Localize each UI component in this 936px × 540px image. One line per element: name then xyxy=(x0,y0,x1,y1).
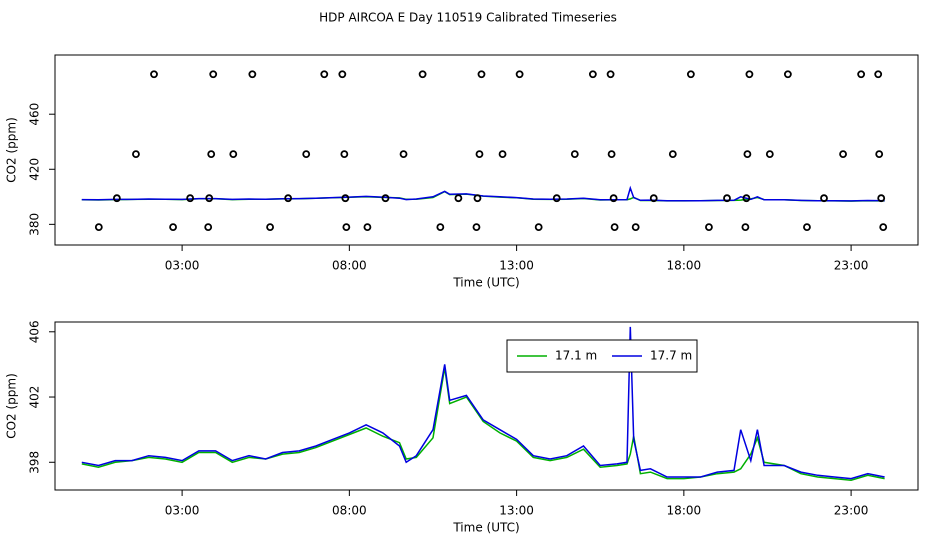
calibration-point xyxy=(606,70,615,79)
calibration-point xyxy=(205,194,214,203)
calibration-point xyxy=(742,194,751,203)
calibration-point xyxy=(320,70,329,79)
calibration-point xyxy=(302,150,311,159)
x-tick-label: 08:00 xyxy=(332,259,367,273)
calibration-point xyxy=(588,70,597,79)
calibration-point xyxy=(186,194,195,203)
calibration-point xyxy=(209,70,218,79)
calibration-point xyxy=(204,223,213,232)
calibration-point xyxy=(248,70,257,79)
x-tick-label: 23:00 xyxy=(834,504,869,518)
y-tick-label: 420 xyxy=(28,158,42,181)
calibration-point xyxy=(515,70,524,79)
y-tick-label: 398 xyxy=(28,451,42,474)
calibration-point xyxy=(765,150,774,159)
calibration-point xyxy=(94,223,103,232)
calibration-point xyxy=(381,194,390,203)
calibration-point xyxy=(874,70,883,79)
calibration-point xyxy=(363,223,372,232)
calibration-point xyxy=(783,70,792,79)
calibration-point xyxy=(723,194,731,203)
calibration-point xyxy=(475,150,484,159)
calibration-point xyxy=(570,150,579,159)
x-tick-label: 13:00 xyxy=(499,259,534,273)
calibration-point xyxy=(631,223,640,232)
calibration-point xyxy=(477,70,486,79)
x-tick-label: 13:00 xyxy=(499,504,534,518)
calibration-point xyxy=(743,150,752,159)
y-tick-label: 460 xyxy=(28,103,42,126)
x-tick-label: 08:00 xyxy=(332,504,367,518)
y-tick-label: 380 xyxy=(28,213,42,236)
calibration-point xyxy=(150,70,158,79)
calibration-point xyxy=(686,70,695,79)
calibration-point xyxy=(284,194,293,203)
calibration-point xyxy=(454,194,463,203)
calibration-point xyxy=(436,223,445,232)
x-tick-label: 18:00 xyxy=(667,259,702,273)
calibration-point xyxy=(534,223,543,232)
calibration-point xyxy=(472,223,481,232)
calibration-point xyxy=(418,70,427,79)
calibration-point xyxy=(879,223,888,232)
calibration-point xyxy=(857,70,866,79)
legend-label: 17.7 m xyxy=(650,349,692,363)
calibration-point xyxy=(132,150,140,159)
calibration-point xyxy=(839,150,847,159)
y-axis-label: CO2 (ppm) xyxy=(5,117,19,183)
calibration-point xyxy=(610,223,619,232)
calibration-point xyxy=(803,223,811,232)
calibration-point xyxy=(820,194,828,203)
calibration-point xyxy=(609,194,618,203)
calibration-point xyxy=(498,150,507,159)
calibration-point xyxy=(266,223,274,232)
y-tick-label: 406 xyxy=(28,320,42,343)
x-axis-label: Time (UTC) xyxy=(452,521,519,535)
calibration-point xyxy=(338,70,347,79)
calibration-point xyxy=(668,150,677,159)
calibration-point xyxy=(745,70,754,79)
legend-label: 17.1 m xyxy=(555,349,597,363)
calibration-point xyxy=(552,194,561,203)
x-tick-label: 18:00 xyxy=(667,504,702,518)
calibration-point xyxy=(875,150,884,159)
y-axis-label: CO2 (ppm) xyxy=(5,373,19,439)
plot-frame xyxy=(54,321,919,491)
x-tick-label: 23:00 xyxy=(834,259,869,273)
calibration-point xyxy=(741,223,750,232)
calibration-point xyxy=(207,150,216,159)
calibration-point xyxy=(169,223,177,232)
calibration-point xyxy=(877,194,886,203)
calibration-point xyxy=(342,223,351,232)
calibration-point xyxy=(473,194,482,203)
chart-title: HDP AIRCOA E Day 110519 Calibrated Times… xyxy=(319,11,617,25)
calibration-point xyxy=(341,194,350,203)
x-axis-label: Time (UTC) xyxy=(452,276,519,290)
y-tick-label: 402 xyxy=(28,386,42,409)
calibration-point xyxy=(399,150,408,159)
calibration-point xyxy=(229,150,238,159)
x-tick-label: 03:00 xyxy=(165,504,200,518)
data-line xyxy=(81,326,885,480)
plot-frame xyxy=(54,54,919,246)
calibration-point xyxy=(649,194,658,203)
calibration-point xyxy=(607,150,616,159)
calibration-point xyxy=(705,223,713,232)
calibration-point xyxy=(340,150,349,159)
x-tick-label: 03:00 xyxy=(165,259,200,273)
calibration-point xyxy=(112,194,121,203)
